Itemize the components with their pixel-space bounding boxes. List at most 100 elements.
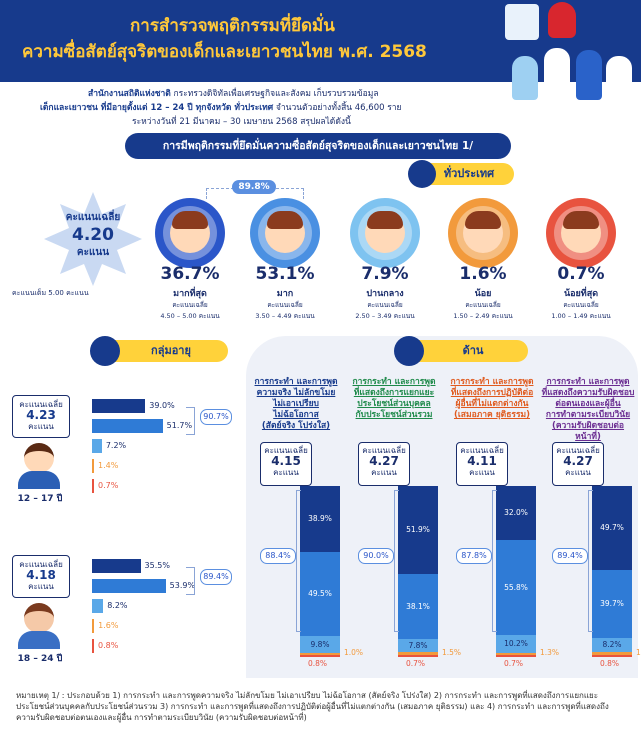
dim-small-label: 1.0% [344, 647, 364, 657]
dim-header-line: (สัตย์จริง โปร่งใส) [261, 421, 331, 431]
dim-small-label: 1.5% [442, 647, 462, 657]
dim-stack-segment [300, 636, 340, 653]
dim-average-label: คะแนนเฉลี่ย [264, 446, 308, 455]
age-bar-label: 35.5% [144, 561, 170, 570]
dim-header-line: ที่แสดงถึงการแยกแยะ [353, 388, 435, 398]
footnote-line: ความรับผิดชอบต่อตนเองและผู้อื่น การทำตาม… [16, 713, 307, 722]
dim-combined-badge: 90.0% [358, 548, 394, 564]
dim-average-box: คะแนนเฉลี่ย 4.15 คะแนน [260, 442, 312, 486]
age-bar [92, 619, 95, 633]
child-avatar [12, 603, 66, 649]
face-icon [24, 603, 54, 633]
level-name: มาก [276, 289, 294, 299]
dim-average-box: คะแนนเฉลี่ย 4.27 คะแนน [552, 442, 604, 486]
age-bar-label: 39.0% [149, 401, 175, 410]
full-score-note: คะแนนเต็ม 5.00 คะแนน [12, 289, 89, 297]
age-bar-label: 8.2% [107, 601, 128, 610]
level-range: 1.50 – 2.49 คะแนน [453, 312, 513, 320]
age-bar [92, 559, 141, 573]
page-title-line1: การสำรวจพฤติกรรมที่ยึดมั่น [130, 16, 335, 36]
level-score-label: คะแนนเฉลี่ย [563, 301, 599, 309]
child-avatar [12, 443, 66, 489]
dim-average-value: 4.15 [271, 454, 301, 468]
dim-header-line: ผู้อื่นที่ไม่แตกต่างกัน [455, 399, 529, 409]
child-face-icon [463, 211, 503, 253]
age-bar-label: 51.7% [166, 421, 193, 430]
age-combined-badge: 90.7% [200, 409, 232, 425]
sub-line3: ระหว่างวันที่ 21 มีนาคม – 30 เมษายน 2568… [132, 117, 351, 127]
dim-segment-label: 55.8% [504, 582, 528, 592]
dim-header-line: ไม่ฉ้อโอกาส [273, 410, 319, 420]
level-score-label: คะแนนเฉลี่ย [465, 301, 501, 309]
national-average: คะแนนเฉลี่ย 4.20 คะแนน [65, 212, 121, 258]
dim-stack-segment [496, 486, 536, 541]
dim-segment-label: 8.2% [602, 639, 622, 649]
dim-header: การกระทำ และการพูด ที่แสดงถึงการแยกแยะ ประ… [346, 377, 442, 421]
level-percent: 7.9% [361, 264, 409, 284]
dim-header-line: การกระทำ และการพูด [546, 377, 630, 387]
dim-header-line: ที่แสดงถึงการปฏิบัติต่อ [450, 388, 534, 398]
dim-bracket [588, 490, 593, 632]
children-illustration [510, 42, 635, 102]
face-icon [24, 443, 54, 473]
age-average-label: คะแนนเฉลี่ย [19, 560, 63, 569]
footnote-line: ประโยชน์ส่วนบุคคลกับประโยชน์ส่วนรวม 3) ก… [16, 702, 609, 711]
shirt-icon [18, 471, 60, 489]
level-percent: 0.7% [557, 264, 605, 284]
dim-header-line: ที่แสดงถึงความรับผิดชอบ [541, 388, 635, 398]
dim-segment-label: 49.7% [600, 523, 624, 533]
level-name: น้อยที่สุด [563, 289, 599, 299]
dim-segment-label: 32.0% [504, 508, 528, 518]
dim-segment-label: 7.8% [408, 640, 428, 650]
dim-segment-label: 38.9% [308, 514, 332, 524]
dim-stack-segment [496, 652, 536, 655]
level-name: ปานกลาง [366, 289, 404, 299]
age-bracket [186, 407, 195, 435]
age-bar-label: 0.7% [98, 481, 119, 490]
dim-header-line: ประโยชน์ส่วนบุคคล [357, 399, 431, 409]
dim-average-label: คะแนนเฉลี่ย [460, 446, 504, 455]
dim-average-box: คะแนนเฉลี่ย 4.11 คะแนน [456, 442, 508, 486]
level-circle [155, 198, 225, 268]
dim-stack-segment [496, 654, 536, 657]
dim-segment-label: 38.1% [406, 601, 430, 611]
age-bar [92, 579, 166, 593]
section-banner: การมีพฤติกรรมที่ยึดมั่นความซื่อสัตย์สุจร… [125, 133, 511, 159]
level-circle [448, 198, 518, 268]
age-pill: กลุ่มอายุ [90, 336, 228, 366]
dims-pill: ด้าน [394, 336, 528, 366]
dim-stack-segment [300, 652, 340, 655]
level-name: น้อย [474, 289, 492, 299]
dim-header-line: การกระทำ และการพูด [450, 377, 534, 387]
dim-header-line: (ความรับผิดชอบต่อหน้าที่) [551, 421, 625, 442]
dim-average-unit: คะแนน [273, 468, 299, 477]
level-percent: 53.1% [255, 264, 315, 284]
age-group-label: 18 – 24 ปี [17, 654, 63, 664]
dim-combined-badge: 89.4% [552, 548, 588, 564]
dim-stack-segment [398, 652, 438, 655]
dim-segment-label: 10.2% [504, 638, 528, 648]
level-circle [350, 198, 420, 268]
national-combined-badge: 89.8% [232, 180, 276, 194]
dim-average-box: คะแนนเฉลี่ย 4.27 คะแนน [358, 442, 410, 486]
child-face-icon [365, 211, 405, 253]
level-score-label: คะแนนเฉลี่ย [172, 301, 208, 309]
dim-header-line: การทำตามระเบียบวินัย [545, 410, 631, 420]
age-bar [92, 599, 104, 613]
level-range: 4.50 – 5.00 คะแนน [160, 312, 220, 320]
dim-header-line: การกระทำ และการพูด [352, 377, 436, 387]
age-bar-label: 7.2% [105, 441, 127, 450]
dim-average-value: 4.27 [563, 454, 593, 468]
dim-header-line: (เสมอภาค ยุติธรรม) [453, 410, 530, 420]
dim-stack-segment [592, 637, 632, 652]
dim-average-value: 4.11 [467, 454, 497, 468]
dim-stack-segment [592, 654, 632, 657]
dim-combined-badge: 88.4% [260, 548, 296, 564]
dim-average-label: คะแนนเฉลี่ย [362, 446, 406, 455]
age-average-box: คะแนนเฉลี่ย 4.23 คะแนน [12, 395, 70, 438]
national-pill: ทั่วประเทศ [408, 160, 514, 188]
dim-small-label: 0.7% [406, 658, 426, 668]
dim-stack-segment [496, 635, 536, 653]
dim-average-unit: คะแนน [469, 468, 495, 477]
age-bar-label: 1.4% [98, 461, 119, 470]
